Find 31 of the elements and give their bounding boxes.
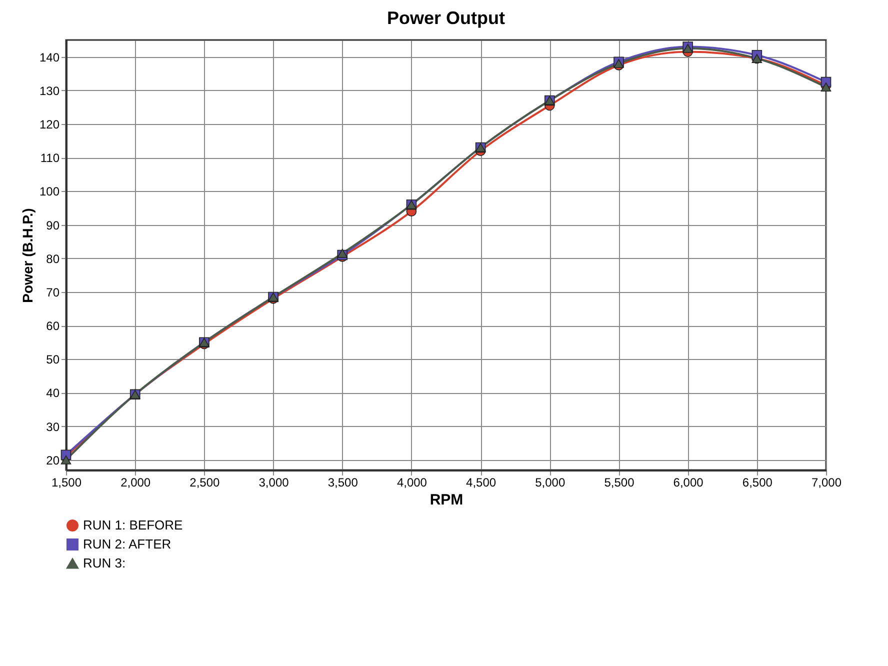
y-tick-label: 80 (46, 252, 60, 266)
x-tick-label: 2,000 (120, 476, 151, 490)
x-tick-label: 3,000 (258, 476, 290, 490)
x-tick-label: 4,000 (396, 476, 428, 490)
x-tick-label: 2,500 (190, 476, 220, 490)
chart-title: Power Output (387, 8, 505, 28)
y-tick-label: 20 (46, 453, 60, 468)
legend-label: RUN 3: (83, 556, 126, 570)
legend-label: RUN 1: BEFORE (83, 518, 184, 532)
y-tick-label: 130 (39, 84, 60, 98)
y-tick-label: 50 (46, 352, 60, 367)
x-tick-label: 4,500 (466, 476, 496, 490)
y-tick-label: 90 (46, 218, 60, 232)
y-tick-label: 110 (40, 151, 60, 166)
y-tick-label: 70 (46, 285, 60, 300)
x-tick-label: 6,500 (742, 476, 773, 490)
legend-label: RUN 2: AFTER (83, 536, 172, 552)
x-tick-label: 7,000 (811, 476, 842, 490)
x-tick-label: 5,000 (535, 476, 566, 490)
y-tick-label: 40 (46, 386, 60, 400)
y-tick-label: 140 (39, 50, 60, 64)
x-tick-label: 3,500 (328, 476, 358, 490)
y-tick-label: 60 (46, 319, 60, 334)
x-tick-label: 5,500 (604, 476, 635, 490)
y-axis-title: Power (B.H.P.) (19, 208, 36, 303)
x-tick-label: 1,500 (51, 476, 82, 490)
y-tick-label: 30 (46, 420, 60, 434)
x-axis-title: RPM (430, 492, 464, 508)
y-tick-label: 120 (39, 117, 60, 132)
x-tick-label: 6,000 (673, 476, 704, 490)
y-tick-label: 100 (39, 184, 60, 199)
